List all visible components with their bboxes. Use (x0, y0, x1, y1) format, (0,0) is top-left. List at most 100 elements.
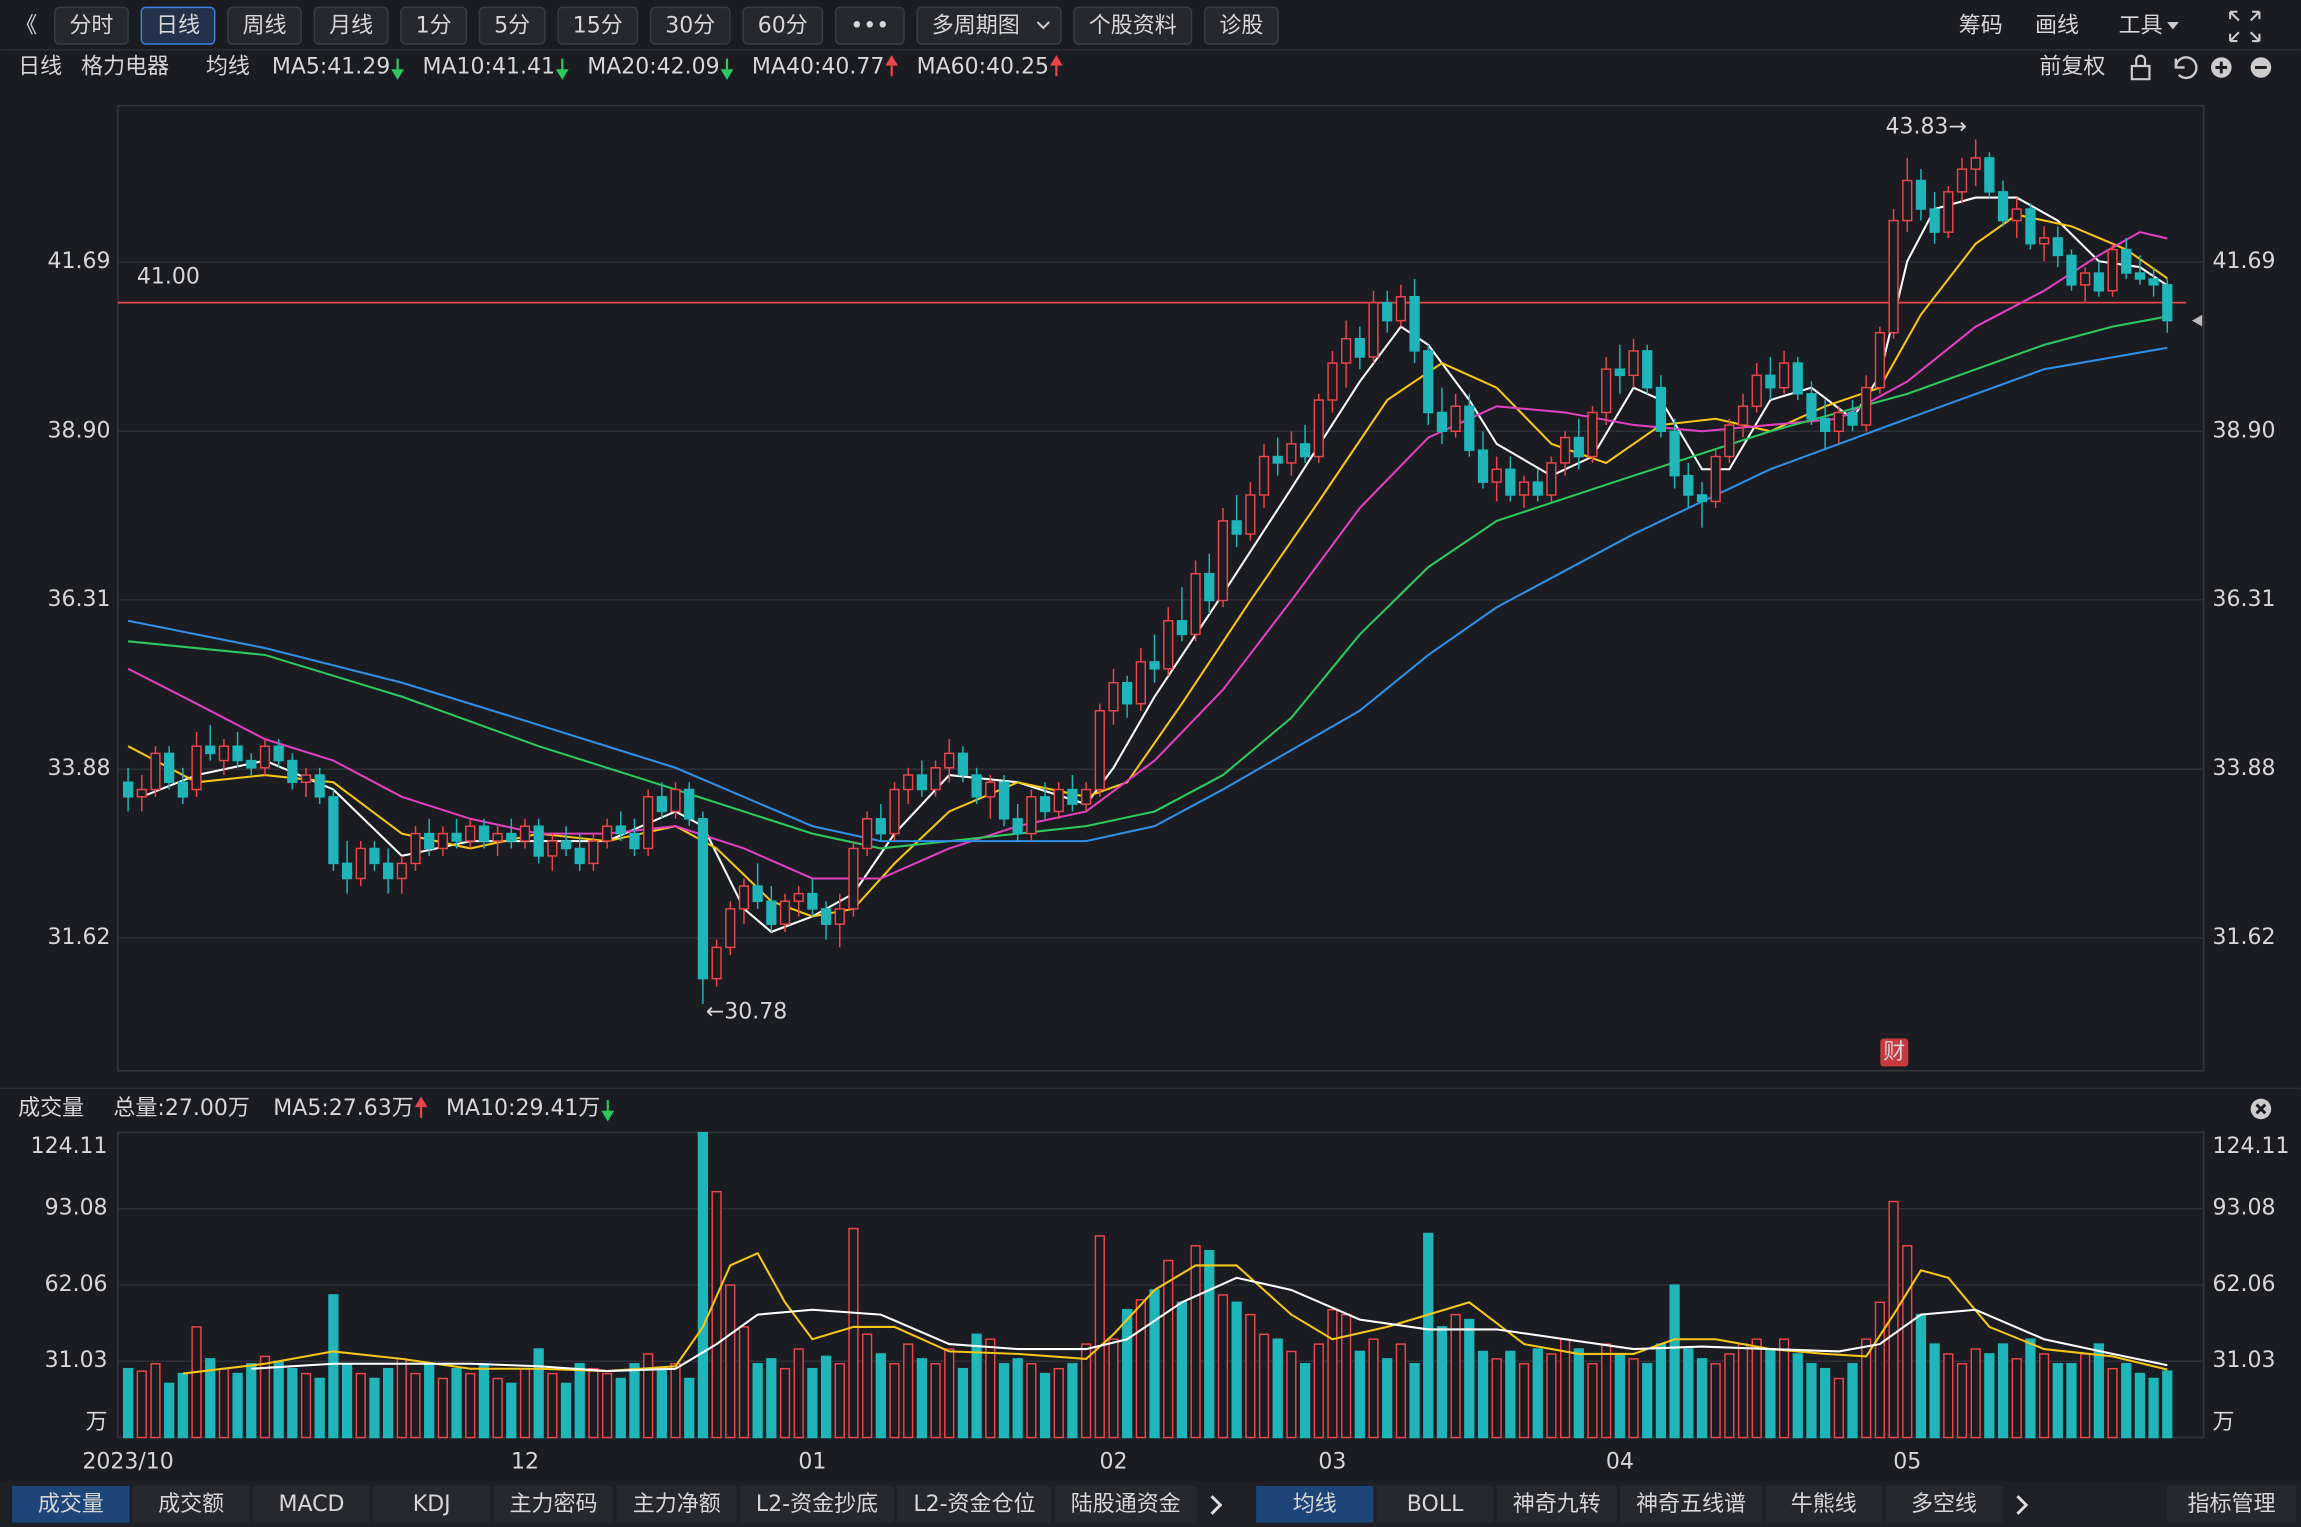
indicator-tab[interactable] (252, 1485, 371, 1523)
undo-icon[interactable] (2174, 56, 2198, 80)
indicator-tab[interactable] (1376, 1485, 1494, 1523)
indicator-tab-label[interactable]: 陆股通资金 (1071, 1492, 1181, 1517)
candle-body (300, 774, 312, 783)
volume-bar (273, 1360, 284, 1439)
indicator-tab-label[interactable]: 主力净额 (633, 1492, 721, 1517)
candle-body (1354, 338, 1365, 358)
candle-body (1833, 411, 1844, 433)
period-button-label[interactable]: 60分 (758, 13, 808, 38)
period-button[interactable] (557, 6, 639, 45)
volume-bar (1245, 1313, 1256, 1439)
period-button[interactable] (1073, 6, 1193, 45)
candle-body (2066, 254, 2077, 286)
indicator-tab-label[interactable]: 主力密码 (509, 1492, 597, 1517)
tool-button[interactable]: 画线 (2035, 13, 2079, 38)
volume-bar (300, 1372, 312, 1439)
trend-arrow (414, 1096, 428, 1118)
period-button-label[interactable]: 30分 (665, 13, 715, 38)
period-button[interactable] (742, 6, 824, 45)
manage-button-label[interactable]: 指标管理 (2188, 1492, 2276, 1517)
period-button-label[interactable]: 日线 (156, 13, 200, 38)
tool-button[interactable]: 工具 (2119, 13, 2163, 38)
candle-body (1477, 449, 1489, 483)
indicator-tab[interactable] (132, 1485, 250, 1523)
indicator-tab-label[interactable]: MACD (278, 1492, 344, 1517)
indicator-tab-label[interactable]: 神奇五线谱 (1636, 1492, 1746, 1517)
indicator-tab-label[interactable]: 成交量 (38, 1492, 104, 1517)
period-button[interactable] (313, 6, 389, 45)
volume-bar (1573, 1348, 1584, 1439)
event-marker[interactable] (1880, 1038, 1909, 1067)
volume-bar (1518, 1363, 1530, 1439)
manage-button[interactable] (2167, 1485, 2297, 1523)
period-button-label[interactable]: 月线 (329, 13, 373, 38)
indicator-tab[interactable] (12, 1485, 130, 1523)
indicator-tab[interactable] (1885, 1485, 2003, 1523)
period-button-label[interactable]: 15分 (573, 13, 623, 38)
indicator-tab-label[interactable]: BOLL (1407, 1492, 1464, 1517)
period-button-label[interactable]: 1分 (416, 13, 452, 38)
period-button-label[interactable]: 周线 (243, 13, 287, 38)
indicator-tab[interactable] (373, 1485, 491, 1523)
indicator-tab[interactable] (493, 1485, 614, 1523)
candle-body (1258, 455, 1270, 496)
period-button[interactable] (54, 6, 129, 45)
candle-body (1806, 393, 1817, 420)
period-button-label[interactable]: 个股资料 (1089, 13, 1177, 38)
candle-body (643, 796, 654, 850)
indicator-tab[interactable] (616, 1485, 737, 1523)
period-button[interactable] (400, 6, 468, 45)
fullscreen-icon[interactable] (2229, 10, 2261, 43)
volume-bar (328, 1294, 339, 1439)
candle-body (547, 840, 558, 857)
period-button-label[interactable]: ••• (850, 13, 889, 38)
indicator-tab[interactable] (739, 1485, 895, 1523)
period-button[interactable] (227, 6, 302, 45)
period-button-label[interactable]: 诊股 (1219, 13, 1263, 38)
period-button[interactable] (478, 6, 546, 45)
candle-body (1327, 362, 1338, 401)
indicator-tab-label[interactable]: 均线 (1293, 1492, 1337, 1517)
back-button[interactable]: 《 (15, 13, 37, 38)
volume-bar (1122, 1308, 1133, 1439)
period-button[interactable] (140, 6, 216, 45)
period-button[interactable] (834, 6, 905, 45)
volume-bar (478, 1363, 490, 1439)
indicator-tab-label[interactable]: 多空线 (1911, 1492, 1977, 1517)
indicator-tab[interactable] (1256, 1485, 1374, 1523)
indicator-tab[interactable] (1496, 1485, 1617, 1523)
volume-bar (1915, 1313, 1927, 1439)
indicator-tab-label[interactable]: L2-资金抄底 (756, 1492, 878, 1517)
y-tick-label-right: 41.69 (2213, 249, 2276, 274)
indicator-tab-label[interactable]: 成交额 (158, 1492, 224, 1517)
indicator-tab-label[interactable]: KDJ (413, 1492, 451, 1517)
adjust-button[interactable]: 前复权 (2039, 54, 2105, 79)
period-button[interactable] (916, 6, 1062, 45)
tab-scroll-icon[interactable] (2016, 1495, 2029, 1515)
volume-bar (232, 1372, 243, 1439)
indicator-tab[interactable] (897, 1485, 1052, 1523)
indicator-tab-label[interactable]: L2-资金仓位 (913, 1492, 1035, 1517)
period-button-label[interactable]: 多周期图 (932, 13, 1020, 38)
candle-body (1902, 179, 1913, 222)
volume-bar (1874, 1301, 1886, 1439)
volume-title: 成交量 (18, 1096, 84, 1121)
volume-ma-line (182, 1251, 2168, 1375)
indicator-tab-label[interactable]: 神奇九转 (1513, 1492, 1601, 1517)
volume-bar (136, 1370, 147, 1439)
candle-body (1943, 191, 1954, 233)
tool-button[interactable]: 筹码 (1959, 13, 2003, 38)
volume-bar (2011, 1358, 2022, 1439)
volume-bar (711, 1190, 722, 1439)
period-button-label[interactable]: 分时 (69, 13, 113, 38)
period-button-label[interactable]: 5分 (494, 13, 530, 38)
indicator-tab[interactable] (1619, 1485, 1763, 1523)
candle-body (533, 825, 544, 857)
indicator-tab-label[interactable]: 牛熊线 (1791, 1492, 1857, 1517)
indicator-tab[interactable] (1765, 1485, 1883, 1523)
tab-scroll-icon[interactable] (1210, 1495, 1223, 1515)
lock-icon[interactable] (2130, 54, 2151, 81)
indicator-tab[interactable] (1054, 1485, 1197, 1523)
period-button[interactable] (649, 6, 731, 45)
period-button[interactable] (1203, 6, 1279, 45)
